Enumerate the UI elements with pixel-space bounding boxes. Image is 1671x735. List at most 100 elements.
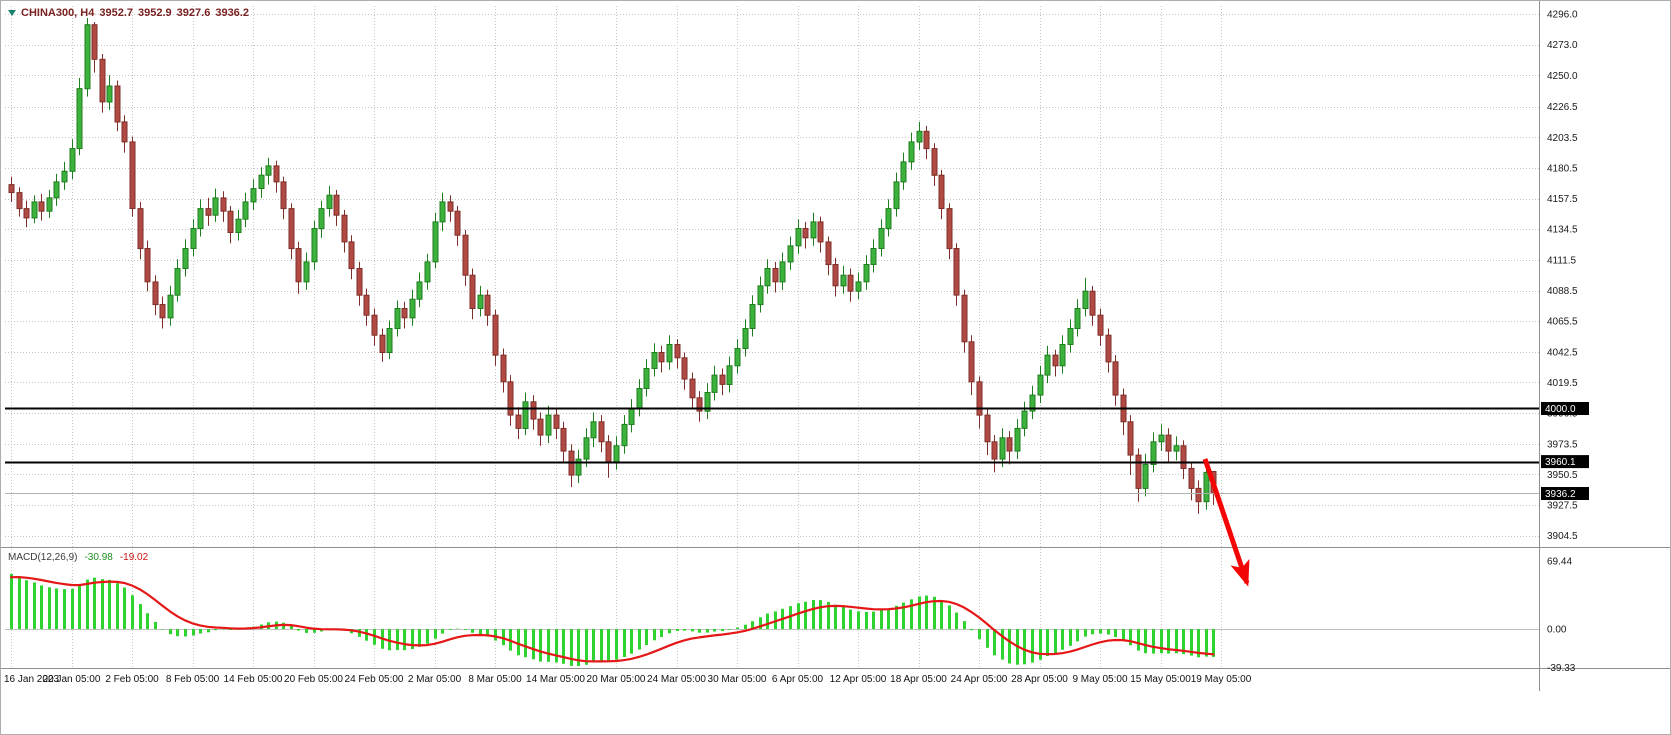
bull-candle (326, 194, 333, 209)
bear-candle (961, 294, 968, 343)
bull-candle (242, 201, 249, 220)
x-axis-label: 14 Feb 05:00 (224, 674, 283, 685)
x-axis-label: 20 Jan 05:00 (43, 674, 101, 685)
bull-candle (167, 294, 174, 319)
bull-candle (575, 458, 582, 476)
bull-candle (795, 228, 802, 247)
bear-candle (371, 314, 378, 336)
bear-candle (689, 378, 696, 399)
bear-candle (802, 228, 809, 239)
bull-candle (1142, 463, 1149, 489)
x-axis-label: 19 May 05:00 (1191, 674, 1252, 685)
bear-candle (938, 174, 945, 209)
macd-name: MACD(12,26,9) (8, 552, 78, 563)
bear-candle (23, 208, 30, 219)
bear-candle (205, 208, 212, 216)
bear-candle (8, 184, 15, 194)
y-axis-label: 3950.5 (1547, 470, 1578, 481)
bull-candle (621, 423, 628, 447)
bear-candle (91, 24, 98, 60)
macd-value: -30.98 (84, 552, 113, 563)
x-axis-label: 28 Apr 05:00 (1011, 674, 1068, 685)
bear-candle (507, 381, 514, 416)
bear-candle (1135, 454, 1142, 489)
bear-candle (1180, 445, 1187, 469)
bear-candle (137, 208, 144, 250)
bull-candle (61, 170, 68, 183)
bull-candle (53, 181, 60, 199)
bear-candle (379, 334, 386, 354)
bear-candle (401, 308, 408, 319)
price-tag-label: 4000.0 (1545, 404, 1576, 415)
bear-candle (931, 148, 938, 176)
x-axis-label: 9 May 05:00 (1072, 674, 1127, 685)
bear-candle (847, 274, 854, 292)
bull-candle (1044, 354, 1051, 376)
bear-candle (772, 268, 779, 283)
bull-candle (106, 85, 113, 103)
bull-candle (711, 374, 718, 393)
bear-candle (1127, 421, 1134, 456)
bear-candle (1105, 334, 1112, 363)
bull-candle (885, 208, 892, 230)
grid-layer (5, 6, 1539, 668)
bear-candle (356, 268, 363, 296)
bear-candle (515, 414, 522, 429)
bear-candle (719, 374, 726, 385)
x-axis-label: 30 Mar 05:00 (708, 674, 767, 685)
bear-candle (38, 201, 45, 212)
bull-candle (432, 221, 439, 263)
bear-candle (681, 357, 688, 380)
bear-candle (333, 194, 340, 216)
y-axis-label: 4226.5 (1547, 102, 1578, 113)
bull-candle (840, 274, 847, 287)
bull-candle (863, 264, 870, 283)
bull-candle (878, 228, 885, 249)
bear-candle (658, 352, 665, 363)
bear-candle (220, 197, 227, 212)
bull-candle (311, 228, 318, 263)
bull-candle (726, 365, 733, 385)
bull-candle (235, 218, 242, 233)
bear-candle (976, 381, 983, 416)
bear-candle (674, 344, 681, 359)
bear-candle (492, 314, 499, 356)
x-axis-label: 2 Mar 05:00 (408, 674, 462, 685)
y-axis-label: 4180.5 (1547, 163, 1578, 174)
bull-candle (265, 165, 272, 176)
bull-candle (1029, 394, 1036, 412)
price-tags: 4000.0 3960.1 3936.2 (1541, 402, 1589, 500)
bear-candle (1195, 487, 1202, 503)
bear-candle (288, 208, 295, 250)
price-tag (1541, 402, 1589, 415)
x-axis-label: 15 May 05:00 (1130, 674, 1191, 685)
bear-candle (144, 248, 151, 283)
y-axis-label: 4273.0 (1547, 40, 1578, 51)
bull-candle (1067, 328, 1074, 345)
bull-candle (1158, 434, 1165, 443)
bull-candle (1059, 344, 1066, 367)
bull-candle (84, 24, 91, 90)
bull-candle (424, 261, 431, 283)
bull-candle (704, 392, 711, 412)
ohlc-open: 3952.7 (99, 7, 134, 19)
bear-candle (832, 264, 839, 287)
bull-candle (1173, 445, 1180, 452)
symbol-dropdown-icon[interactable] (8, 10, 16, 16)
bear-candle (991, 441, 998, 460)
x-axis-label: 24 Mar 05:00 (647, 674, 706, 685)
bull-candle (545, 414, 552, 436)
bull-candle (999, 437, 1006, 460)
bull-candle (190, 228, 197, 249)
y-axis-label: 4203.5 (1547, 133, 1578, 144)
bull-candle (1014, 427, 1021, 452)
x-axis-label: 18 Apr 05:00 (890, 674, 947, 685)
y-axis-label: 4042.5 (1547, 347, 1578, 358)
price-axis[interactable]: 4296.0 4273.0 4250.0 4226.5 4203.5 4180.5 4157… (1547, 10, 1578, 675)
symbol-header: CHINA300, H4 3952.7 3952.9 3927.6 3936.2 (8, 7, 249, 19)
bull-candle (1037, 374, 1044, 396)
ohlc-high: 3952.9 (138, 7, 172, 19)
trend-arrow[interactable] (1202, 458, 1250, 587)
